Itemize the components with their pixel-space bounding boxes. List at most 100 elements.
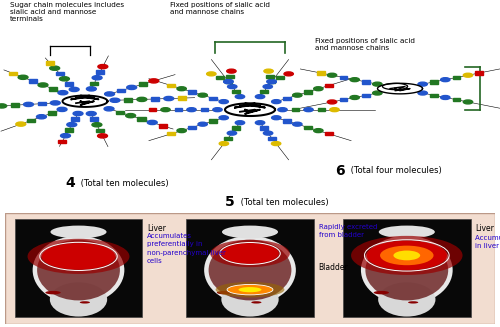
Circle shape <box>236 95 244 99</box>
Bar <box>226 75 234 78</box>
Circle shape <box>50 226 106 238</box>
Bar <box>56 72 64 75</box>
Bar <box>116 89 124 93</box>
Circle shape <box>198 93 207 97</box>
Ellipse shape <box>351 236 463 275</box>
Bar <box>96 129 104 132</box>
Circle shape <box>219 100 228 104</box>
Circle shape <box>408 301 418 303</box>
Ellipse shape <box>32 236 124 304</box>
Circle shape <box>149 79 158 83</box>
Text: Fixed positions of sialic acid
and mannose chains: Fixed positions of sialic acid and manno… <box>170 2 270 15</box>
Bar <box>343 219 470 317</box>
Circle shape <box>126 113 136 118</box>
Bar <box>260 90 268 93</box>
Bar <box>476 71 483 75</box>
Circle shape <box>227 284 273 295</box>
Circle shape <box>224 79 233 84</box>
Circle shape <box>24 102 34 107</box>
Circle shape <box>256 121 264 125</box>
Text: Liver: Liver <box>476 224 494 233</box>
Circle shape <box>161 108 170 112</box>
Bar <box>268 137 276 140</box>
Circle shape <box>104 92 115 96</box>
Circle shape <box>219 142 228 146</box>
Bar <box>325 84 332 87</box>
Bar <box>168 84 175 87</box>
Circle shape <box>224 79 233 84</box>
Circle shape <box>227 131 236 135</box>
Circle shape <box>213 108 222 112</box>
Bar <box>200 108 208 111</box>
Bar <box>210 119 217 123</box>
Bar <box>340 76 347 79</box>
Circle shape <box>164 96 173 101</box>
Circle shape <box>464 73 472 77</box>
Circle shape <box>73 112 83 116</box>
Bar <box>453 98 460 101</box>
Circle shape <box>350 78 360 82</box>
Ellipse shape <box>37 240 120 301</box>
Circle shape <box>256 95 264 99</box>
Circle shape <box>50 101 60 105</box>
Ellipse shape <box>42 243 115 269</box>
Circle shape <box>110 98 120 102</box>
Bar <box>266 75 274 78</box>
Ellipse shape <box>210 240 290 267</box>
Circle shape <box>18 75 28 79</box>
Bar <box>168 132 175 135</box>
Circle shape <box>69 87 79 92</box>
Circle shape <box>177 129 186 133</box>
Text: Liver: Liver <box>147 224 166 233</box>
Bar <box>340 98 347 101</box>
Circle shape <box>330 108 339 112</box>
Circle shape <box>57 107 67 112</box>
Text: (Total ten molecules): (Total ten molecules) <box>78 179 168 188</box>
Bar <box>283 97 290 100</box>
Ellipse shape <box>208 240 292 301</box>
Circle shape <box>217 291 232 294</box>
Ellipse shape <box>366 241 447 270</box>
Bar <box>216 76 224 79</box>
Circle shape <box>284 72 294 76</box>
Ellipse shape <box>361 236 452 304</box>
Bar <box>188 90 196 94</box>
Bar <box>124 98 132 102</box>
Bar <box>27 119 35 122</box>
Circle shape <box>216 282 284 298</box>
Circle shape <box>187 108 196 112</box>
Circle shape <box>80 301 90 303</box>
Circle shape <box>222 226 278 238</box>
Circle shape <box>92 123 102 127</box>
Circle shape <box>126 85 136 90</box>
Bar <box>318 108 326 111</box>
Circle shape <box>104 107 114 111</box>
Bar <box>49 87 57 91</box>
Bar <box>260 126 268 129</box>
Circle shape <box>314 129 323 133</box>
Ellipse shape <box>380 246 434 265</box>
Text: 6: 6 <box>335 164 345 178</box>
Bar <box>9 72 17 75</box>
Circle shape <box>278 108 287 112</box>
Text: Bladder: Bladder <box>318 263 348 272</box>
Circle shape <box>314 87 323 91</box>
Circle shape <box>177 87 186 91</box>
Text: Rapidly excreted
from bladder: Rapidly excreted from bladder <box>318 224 377 238</box>
Bar <box>232 126 240 129</box>
Bar <box>188 126 196 129</box>
Circle shape <box>86 87 97 91</box>
Circle shape <box>372 82 382 86</box>
Bar <box>11 103 19 107</box>
Circle shape <box>60 134 70 138</box>
Circle shape <box>440 95 450 99</box>
Circle shape <box>92 76 102 80</box>
Bar <box>64 129 72 132</box>
Circle shape <box>236 121 244 125</box>
Bar <box>304 90 312 94</box>
Circle shape <box>418 82 428 86</box>
Bar <box>151 97 160 101</box>
Text: Accumulates strongly
in liver: Accumulates strongly in liver <box>476 235 500 249</box>
Bar <box>283 119 290 123</box>
Bar <box>15 219 142 317</box>
